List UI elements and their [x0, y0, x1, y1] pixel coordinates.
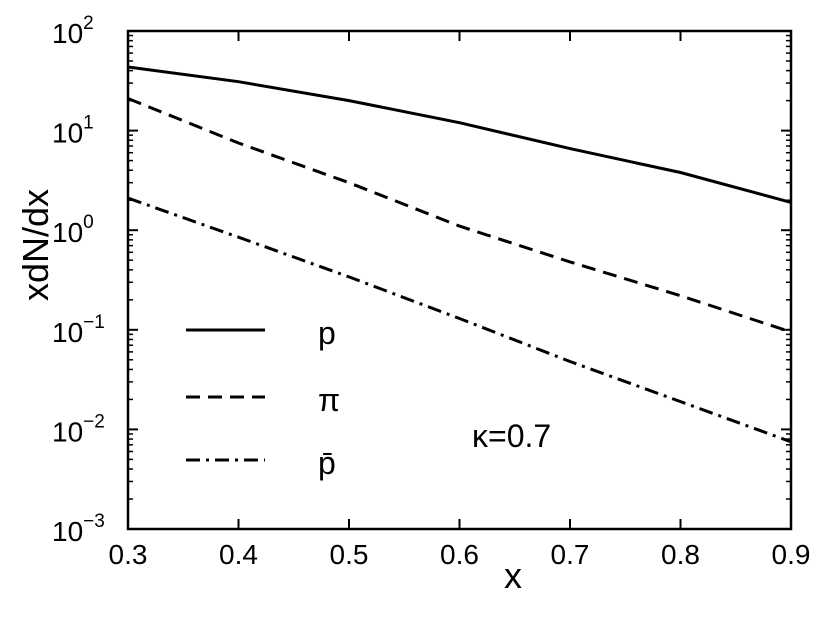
- y-tick-labels: 102 101 100 10−1 10−2 10−3: [52, 13, 105, 547]
- x-tick-label: 0.9: [772, 539, 811, 570]
- plot-frame: [126, 29, 793, 531]
- y-tick-label: 10−1: [52, 312, 105, 348]
- y-tick-label: 102: [52, 13, 94, 49]
- y-axis-title: xdN/dx: [15, 189, 56, 301]
- legend-label: p̄: [318, 445, 336, 481]
- series-lines: [127, 65, 792, 444]
- x-tick-labels: 0.3 0.4 0.5 0.6 0.7 0.8 0.9: [109, 539, 811, 570]
- y-tick-label: 10−3: [52, 511, 105, 547]
- series-line-dashed: [127, 97, 792, 334]
- annotation-kappa: κ=0.7: [472, 418, 551, 454]
- legend-label: π: [318, 382, 340, 418]
- x-tick-label: 0.7: [551, 539, 590, 570]
- x-axis-title: x: [504, 555, 522, 596]
- x-tick-label: 0.5: [330, 539, 369, 570]
- x-tick-label: 0.4: [219, 539, 258, 570]
- x-tick-label: 0.3: [109, 539, 148, 570]
- y-tick-label: 101: [52, 113, 94, 149]
- x-tick-label: 0.6: [440, 539, 479, 570]
- legend: pπ p̄: [186, 315, 340, 481]
- series-line-dashdot: [127, 196, 792, 444]
- y-tick-label: 100: [52, 212, 94, 248]
- series-line-solid: [127, 65, 792, 204]
- axis-ticks: [127, 30, 792, 530]
- legend-label: p: [318, 315, 336, 351]
- x-tick-label: 0.8: [661, 539, 700, 570]
- y-tick-label: 10−2: [52, 411, 105, 447]
